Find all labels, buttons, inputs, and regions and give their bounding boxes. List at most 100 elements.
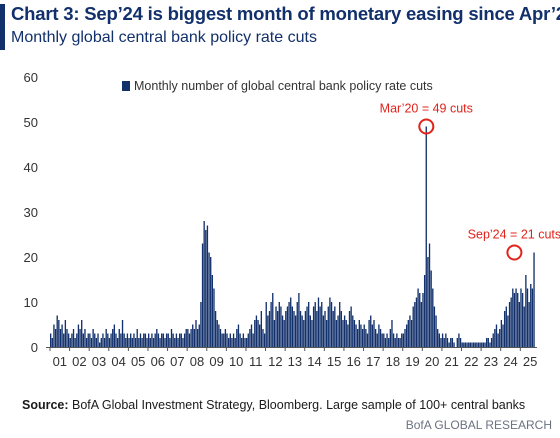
bar: [126, 333, 129, 347]
bar: [490, 338, 493, 347]
bar: [144, 333, 147, 347]
y-tick-label: 0: [31, 340, 38, 355]
bar: [521, 293, 524, 347]
bar: [84, 329, 86, 347]
legend: Monthly number of global central bank po…: [122, 79, 433, 93]
bar: [446, 338, 449, 347]
bar: [66, 329, 68, 347]
bar: [219, 329, 222, 347]
bar: [64, 320, 67, 347]
bar: [391, 320, 393, 347]
bar: [291, 306, 294, 347]
bar: [520, 288, 522, 347]
annotation-circle: [506, 244, 523, 261]
bar: [479, 342, 481, 347]
bar: [87, 333, 89, 347]
bar: [262, 329, 264, 347]
bar: [368, 320, 370, 347]
bar: [508, 302, 511, 347]
bar: [133, 333, 135, 347]
bar: [401, 333, 403, 347]
bar: [210, 257, 212, 347]
x-tick-label: 13: [288, 354, 302, 369]
bar: [487, 338, 489, 347]
bar: [172, 333, 174, 347]
bar: [466, 342, 468, 347]
bar: [311, 320, 313, 347]
bar: [335, 320, 338, 347]
bar: [332, 311, 334, 347]
bar: [105, 329, 107, 347]
bar: [329, 297, 331, 347]
source-label: Source:: [22, 398, 69, 412]
bar: [58, 320, 60, 347]
bar: [120, 333, 122, 347]
x-tick-label: 25: [523, 354, 537, 369]
x-tick-label: 04: [111, 354, 125, 369]
bar: [90, 338, 93, 347]
bar: [131, 338, 133, 347]
bar: [165, 333, 168, 347]
bar: [185, 329, 187, 347]
bar: [187, 329, 189, 347]
x-tick-label: 16: [346, 354, 360, 369]
bar: [50, 333, 52, 347]
bar: [74, 338, 76, 347]
annotations: Mar’20 = 49 cuts Sep’24 = 21 cuts: [380, 102, 560, 261]
bar: [523, 306, 525, 347]
x-tick-label: 02: [72, 354, 86, 369]
bar: [182, 338, 184, 347]
bar: [456, 338, 458, 347]
bar: [440, 338, 442, 347]
bar: [361, 329, 364, 347]
bar: [303, 320, 305, 347]
bar: [161, 333, 163, 347]
bar: [371, 324, 374, 347]
bar: [343, 315, 346, 347]
bar: [275, 306, 277, 347]
bar: [259, 324, 261, 347]
bar: [386, 333, 388, 347]
bar: [136, 329, 138, 347]
bar: [268, 311, 271, 347]
bar: [399, 338, 401, 347]
bar: [232, 333, 235, 347]
bar: [308, 302, 310, 347]
bar: [355, 324, 357, 347]
bar: [515, 288, 517, 347]
bar: [319, 306, 321, 347]
bar: [146, 338, 148, 347]
bar: [378, 324, 380, 347]
x-tick-label: 01: [53, 354, 67, 369]
bar: [298, 293, 300, 347]
bar: [507, 315, 509, 347]
bar: [226, 333, 228, 347]
bar: [281, 315, 284, 347]
bar: [402, 333, 405, 347]
bar: [128, 338, 130, 347]
bar: [59, 329, 62, 347]
bar: [67, 333, 70, 347]
bar: [327, 306, 329, 347]
bar: [108, 338, 111, 347]
bar: [221, 333, 223, 347]
bar: [196, 329, 199, 347]
bar: [373, 320, 375, 347]
x-tick-label: 19: [405, 354, 419, 369]
bar: [471, 342, 473, 347]
bar: [405, 324, 408, 347]
bar: [517, 293, 519, 347]
bar: [430, 270, 432, 347]
y-tick-label: 40: [24, 160, 38, 175]
bar: [77, 324, 80, 347]
y-tick-label: 30: [24, 205, 38, 220]
bar: [72, 329, 75, 347]
bar: [412, 306, 414, 347]
bar: [306, 306, 308, 347]
bar: [342, 320, 344, 347]
bar: [190, 329, 192, 347]
bar: [223, 333, 225, 347]
x-tick-label: 03: [92, 354, 106, 369]
bar: [376, 333, 378, 347]
bar: [237, 324, 240, 347]
